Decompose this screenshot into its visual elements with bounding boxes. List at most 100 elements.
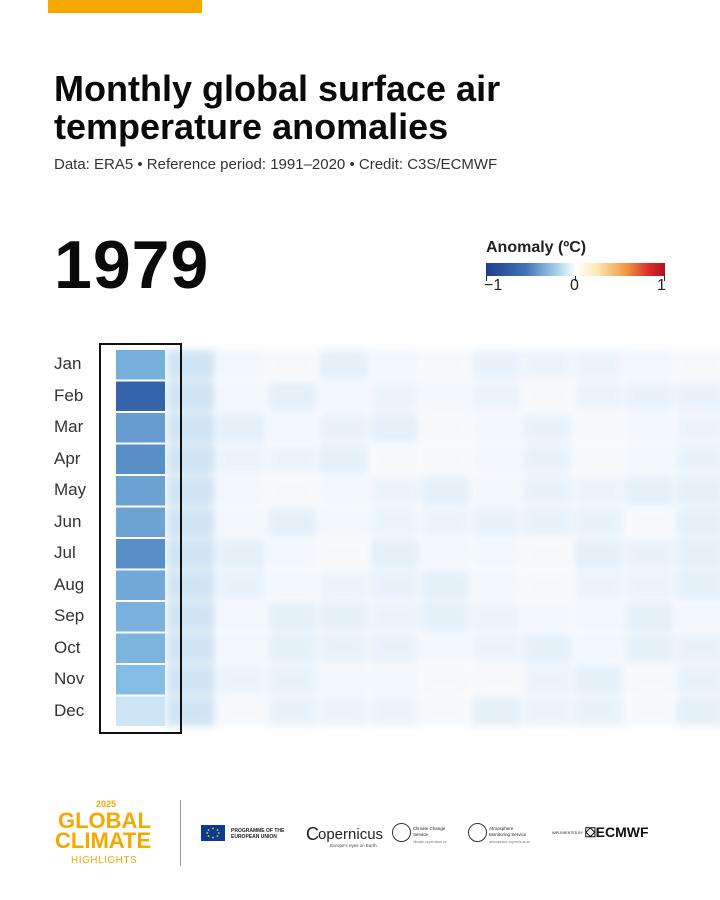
faded-cell — [625, 602, 674, 632]
faded-cell — [625, 413, 674, 443]
c3s-name: Climate Change Service — [413, 826, 446, 837]
footer-brand-global: GLOBAL — [58, 808, 151, 833]
faded-cell — [472, 570, 521, 600]
faded-cell — [319, 539, 368, 569]
month-label-jul: Jul — [54, 543, 76, 562]
faded-cell — [472, 444, 521, 474]
faded-cell — [319, 476, 368, 506]
cams-name: Atmosphere Monitoring Service — [489, 826, 527, 837]
legend-title: Anomaly (ºC) — [486, 239, 587, 256]
month-label-oct: Oct — [54, 637, 81, 657]
faded-cell — [472, 350, 521, 380]
eu-flag-icon — [201, 825, 225, 841]
faded-cell — [421, 350, 470, 380]
copernicus-tagline: Europe's eyes on Earth — [330, 843, 377, 848]
faded-cell — [421, 633, 470, 663]
faded-cell — [676, 539, 720, 569]
faded-cell — [625, 539, 674, 569]
faded-cell — [421, 570, 470, 600]
faded-cell — [370, 381, 419, 411]
legend-tick-mid — [575, 276, 576, 281]
copernicus-c-icon: C — [306, 824, 319, 844]
faded-cell — [166, 665, 215, 695]
faded-cell — [574, 665, 623, 695]
ecmwf-mark-icon: ⛋ — [585, 824, 596, 840]
faded-cell — [676, 602, 720, 632]
faded-cell — [268, 602, 317, 632]
current-year-frame — [99, 343, 182, 734]
faded-cell — [319, 696, 368, 726]
month-label-jan: Jan — [54, 354, 82, 373]
eu-programme-text: PROGRAMME OF THE EUROPEAN UNION — [231, 828, 285, 840]
faded-cell — [523, 602, 572, 632]
month-label-dec: Dec — [54, 700, 85, 720]
faded-cell — [421, 413, 470, 443]
faded-cell — [523, 507, 572, 537]
heatmap-cell-feb-1979 — [116, 381, 165, 411]
faded-cell — [574, 476, 623, 506]
faded-cell — [676, 665, 720, 695]
faded-cell — [217, 350, 266, 380]
footer-brand-highlights: HIGHLIGHTS — [71, 855, 138, 866]
copernicus-logo-text: opernicus — [318, 826, 384, 843]
faded-cell — [625, 350, 674, 380]
faded-future-columns — [166, 350, 720, 726]
faded-cell — [268, 570, 317, 600]
month-label-nov: Nov — [54, 669, 85, 688]
heatmap-cell-apr-1979 — [116, 444, 165, 474]
faded-cell — [523, 696, 572, 726]
faded-cell — [370, 350, 419, 380]
faded-cell — [268, 539, 317, 569]
faded-cell — [217, 413, 266, 443]
faded-cell — [421, 665, 470, 695]
heatmap-cell-jul-1979 — [116, 539, 165, 569]
faded-cell — [217, 444, 266, 474]
month-label-sep: Sep — [54, 606, 85, 625]
faded-cell — [370, 570, 419, 600]
legend-colorbar — [486, 263, 665, 276]
month-label-aug: Aug — [54, 574, 85, 594]
footer-brand-climate: CLIMATE — [55, 828, 152, 853]
faded-cell — [625, 476, 674, 506]
faded-cell — [523, 350, 572, 380]
faded-cell — [166, 602, 215, 632]
faded-cell — [574, 507, 623, 537]
faded-cell — [676, 633, 720, 663]
heatmap-cells — [116, 350, 165, 726]
faded-cell — [421, 444, 470, 474]
month-label-may: May — [54, 480, 87, 499]
heatmap-cell-dec-1979 — [116, 696, 165, 726]
legend-label-max: 1 — [657, 277, 666, 294]
faded-cell — [625, 444, 674, 474]
faded-cell — [217, 696, 266, 726]
cams-logo-icon — [468, 823, 487, 842]
faded-cell — [319, 350, 368, 380]
faded-cell — [166, 381, 215, 411]
faded-cell — [625, 665, 674, 695]
faded-cell — [217, 381, 266, 411]
faded-cell — [217, 539, 266, 569]
subtitle: Data: ERA5 • Reference period: 1991–2020… — [54, 156, 498, 173]
faded-cell — [676, 696, 720, 726]
faded-cell — [676, 350, 720, 380]
month-label-jun: Jun — [54, 511, 82, 531]
faded-cell — [574, 381, 623, 411]
faded-cell — [319, 444, 368, 474]
faded-cell — [319, 570, 368, 600]
faded-cell — [370, 602, 419, 632]
legend-label-min: −1 — [484, 277, 503, 294]
ecmwf-logo-text: ⛋ECMWF — [585, 824, 649, 841]
faded-cell — [166, 633, 215, 663]
heatmap-cell-may-1979 — [116, 476, 165, 506]
faded-cell — [319, 633, 368, 663]
heatmap-cell-mar-1979 — [116, 413, 165, 443]
faded-cell — [319, 507, 368, 537]
faded-cell — [472, 539, 521, 569]
faded-cell — [166, 539, 215, 569]
faded-cell — [268, 381, 317, 411]
faded-cell — [166, 413, 215, 443]
faded-cell — [268, 633, 317, 663]
faded-cell — [472, 633, 521, 663]
ecmwf-name: ECMWF — [595, 824, 649, 840]
